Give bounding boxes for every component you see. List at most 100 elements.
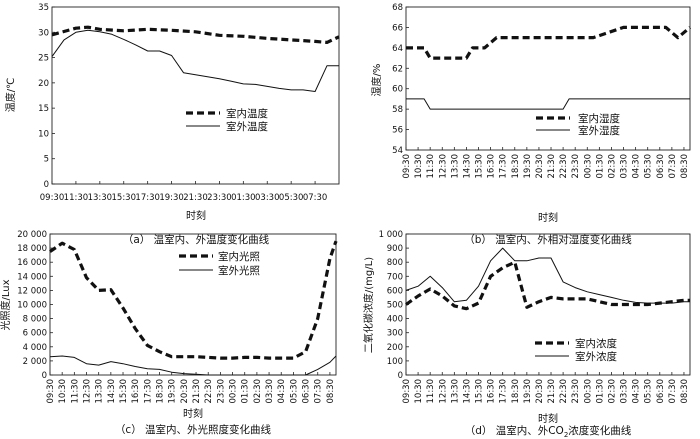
xtick-label: 15:30 xyxy=(475,154,485,179)
panel-a-caption: （a） 温室内、外温度变化曲线 xyxy=(123,233,270,246)
ytick-label: 12 000 xyxy=(17,286,47,296)
series-indoor-line xyxy=(405,260,690,311)
ytick-label: 68 xyxy=(392,3,403,13)
xtick-label: 11:30 xyxy=(426,379,436,404)
xtick-label: 23:30 xyxy=(216,379,226,404)
panel-b-ylabel: 湿度/% xyxy=(370,64,383,97)
panel-b-x-ticks: 09:30 10:30 11:30 12:30 13:30 14:30 15:30 16:30… xyxy=(402,147,690,179)
xtick-label: 12:30 xyxy=(438,154,448,179)
xtick-label: 03:30 xyxy=(620,379,630,404)
xtick-label: 09:30 xyxy=(46,379,56,404)
xtick-label: 08:30 xyxy=(680,154,690,179)
legend-c-outdoor-label: 室外光照 xyxy=(218,264,260,277)
xtick-label: 06:30 xyxy=(302,379,312,404)
panel-d-caption: （d） 温室内、外CO2浓度变化曲线 xyxy=(465,424,632,439)
series-indoor-line xyxy=(51,25,340,45)
ytick-label: 6 000 xyxy=(23,329,47,339)
ytick-label: 700 xyxy=(387,272,403,282)
xtick-label: 04:30 xyxy=(277,379,287,404)
ytick-label: 64 xyxy=(392,44,403,54)
panel-d-caption-prefix: （d） 温室内、外CO xyxy=(465,424,564,437)
xtick-label: 15:30 xyxy=(475,379,485,404)
xtick-label: 19:30 xyxy=(523,379,533,404)
xtick-label: 00:30 xyxy=(583,154,593,179)
xtick-label: 11:30 xyxy=(64,193,89,203)
xtick-label: 05:30 xyxy=(644,379,654,404)
xtick-label: 13:30 xyxy=(95,379,105,404)
xtick-label: 01:30 xyxy=(595,154,605,179)
xtick-label: 19:30 xyxy=(523,154,533,179)
panel-b: 54 56 58 60 62 64 66 68 09:30 10:30 11:30 12:30 13:… xyxy=(370,3,692,246)
panel-b-frame xyxy=(405,6,691,151)
series-indoor-line xyxy=(49,240,338,360)
xtick-label: 06:30 xyxy=(656,379,666,404)
legend-b-outdoor-label: 室外湿度 xyxy=(578,124,620,137)
xtick-label: 04:30 xyxy=(632,379,642,404)
ytick-label: 10 000 xyxy=(17,301,47,311)
xtick-label: 09:30 xyxy=(40,193,65,203)
xtick-label: 07:30 xyxy=(668,154,678,179)
panel-c-xlabel: 时刻 xyxy=(183,407,203,420)
panel-c-legend: 室内光照 室外光照 xyxy=(179,250,260,277)
xtick-label: 01:30 xyxy=(241,379,251,404)
ytick-label: 0 xyxy=(44,180,49,190)
panel-c-y-ticks: 0 2 000 4 000 6 000 8 000 10 000 12 000 14 000 1… xyxy=(17,230,53,381)
xtick-label: 21:30 xyxy=(547,154,557,179)
xtick-label: 16:30 xyxy=(487,154,497,179)
panel-b-series xyxy=(406,25,692,110)
ytick-label: 18 000 xyxy=(17,244,47,254)
xtick-label: 04:30 xyxy=(632,154,642,179)
ytick-label: 0 xyxy=(398,371,403,381)
panel-d-x-ticks: 09:30 10:30 11:30 12:30 13:30 14:30 15:30 16:30… xyxy=(402,372,690,404)
panel-d-series xyxy=(405,247,690,311)
xtick-label: 11:30 xyxy=(70,379,80,404)
xtick-label: 13:30 xyxy=(88,193,113,203)
legend-c-indoor-label: 室内光照 xyxy=(218,250,260,263)
legend-d-indoor-label: 室内浓度 xyxy=(575,337,617,350)
xtick-label: 07:30 xyxy=(668,379,678,404)
xtick-label: 12:30 xyxy=(438,379,448,404)
panel-d-ylabel: 二氧化碳浓度/(mg/L) xyxy=(362,257,375,353)
xtick-label: 21:30 xyxy=(192,379,202,404)
xtick-label: 15:30 xyxy=(112,193,137,203)
xtick-label: 10:30 xyxy=(414,379,424,404)
xtick-label: 17:30 xyxy=(143,379,153,404)
xtick-label: 18:30 xyxy=(511,379,521,404)
xtick-label: 22:30 xyxy=(204,379,214,404)
ytick-label: 56 xyxy=(392,126,403,136)
xtick-label: 14:30 xyxy=(107,379,117,404)
panel-b-legend: 室内湿度 室外湿度 xyxy=(536,112,620,137)
xtick-label: 21:30 xyxy=(547,379,557,404)
xtick-label: 16:30 xyxy=(131,379,141,404)
panel-b-y-ticks: 54 56 58 60 62 64 66 68 xyxy=(392,3,409,156)
xtick-label: 17:30 xyxy=(499,154,509,179)
panel-d-legend: 室内浓度 室外浓度 xyxy=(535,337,617,363)
panel-b-xlabel: 时刻 xyxy=(538,211,558,224)
xtick-label: 03:30 xyxy=(620,154,630,179)
ytick-label: 4 000 xyxy=(23,343,47,353)
ytick-label: 60 xyxy=(392,85,403,95)
ytick-label: 16 000 xyxy=(17,258,47,268)
series-outdoor-line xyxy=(405,247,690,304)
panel-b-caption: （b） 温室内、外相对湿度变化曲线 xyxy=(464,233,632,246)
ytick-label: 400 xyxy=(387,315,403,325)
xtick-label: 17:30 xyxy=(499,379,509,404)
xtick-label: 07:30 xyxy=(314,379,324,404)
xtick-label: 23:30 xyxy=(571,154,581,179)
xtick-label: 19:30 xyxy=(159,193,184,203)
xtick-label: 11:30 xyxy=(426,154,436,179)
xtick-label: 17:30 xyxy=(135,193,160,203)
xtick-label: 22:30 xyxy=(559,154,569,179)
ytick-label: 800 xyxy=(387,258,403,268)
xtick-label: 09:30 xyxy=(402,379,412,404)
xtick-label: 18:30 xyxy=(156,379,166,404)
ytick-label: 8 000 xyxy=(23,315,47,325)
xtick-label: 02:30 xyxy=(607,154,617,179)
ytick-label: 58 xyxy=(392,105,403,115)
ytick-label: 500 xyxy=(387,301,403,311)
ytick-label: 30 xyxy=(38,28,49,38)
ytick-label: 66 xyxy=(392,23,403,33)
xtick-label: 13:30 xyxy=(450,154,460,179)
panel-d-y-ticks: 0 100 200 300 400 500 600 700 800 900 1 000 xyxy=(379,230,409,381)
